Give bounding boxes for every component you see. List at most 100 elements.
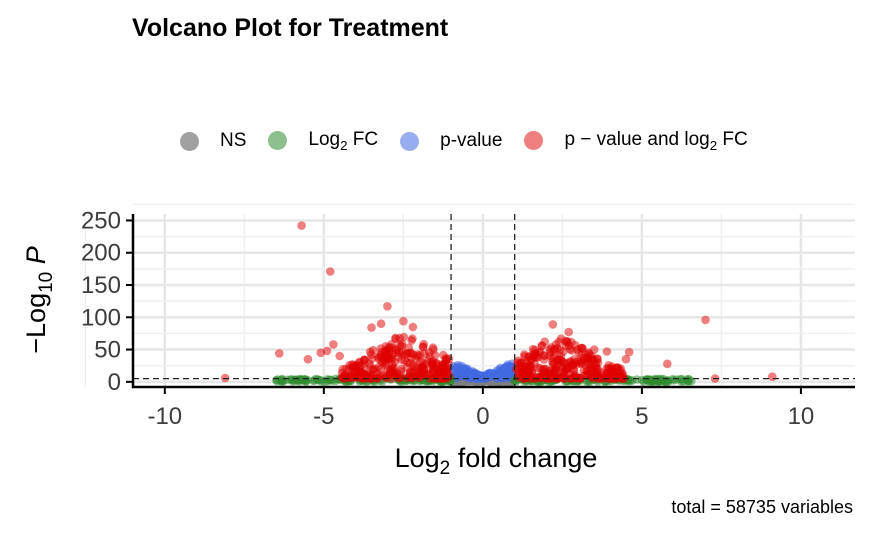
legend-dot-ns xyxy=(180,131,199,151)
x-tick-label: -10 xyxy=(147,403,182,430)
x-axis-title: Log2 fold change xyxy=(395,443,598,479)
data-point-both xyxy=(376,319,386,329)
data-point-both xyxy=(535,373,544,383)
data-point-both xyxy=(404,343,414,353)
data-point-both xyxy=(566,374,576,383)
y-tick-label: 0 xyxy=(108,369,121,396)
data-point-both xyxy=(528,344,538,354)
legend: NS Log2 FC p-value p − value and log2 FC xyxy=(180,128,770,154)
data-point-both xyxy=(391,334,400,344)
data-point-both xyxy=(567,360,576,370)
data-point-both xyxy=(550,346,560,356)
data-point-both xyxy=(416,372,425,382)
data-point-both xyxy=(527,366,537,376)
data-point-both xyxy=(539,364,548,374)
data-point-both xyxy=(417,364,427,373)
data-point-both xyxy=(398,350,408,360)
data-point-both xyxy=(768,372,777,382)
x-tick-label: -5 xyxy=(313,403,334,430)
legend-label-both: p − value and log2 FC xyxy=(564,129,748,153)
legend-dot-pvalue xyxy=(400,131,420,151)
data-points xyxy=(220,221,777,387)
data-point-both xyxy=(383,365,393,374)
data-point-both xyxy=(574,348,584,358)
data-point-both xyxy=(548,320,558,329)
data-point-both xyxy=(557,356,566,365)
data-point-both xyxy=(593,355,602,364)
data-point-both xyxy=(550,367,559,377)
data-point-both xyxy=(564,327,573,337)
data-point-both xyxy=(548,359,558,369)
x-tick-label: 5 xyxy=(635,403,648,430)
legend-label-ns: NS xyxy=(220,130,247,151)
legend-dot-both xyxy=(524,131,544,151)
data-point-both xyxy=(390,357,400,367)
legend-item-pvalue: p-value xyxy=(400,130,502,152)
data-point-both xyxy=(365,347,375,357)
data-point-both xyxy=(574,373,583,383)
data-point-fc xyxy=(644,377,653,386)
data-point-both xyxy=(529,352,538,362)
data-point-both xyxy=(607,364,617,374)
data-point-both xyxy=(384,347,394,356)
data-point-both xyxy=(663,359,672,369)
legend-label-log2fc: Log2 FC xyxy=(308,129,379,153)
data-point-both xyxy=(602,347,612,356)
data-point-both xyxy=(537,341,547,350)
data-point-both xyxy=(377,371,387,380)
data-point-both xyxy=(579,366,589,375)
data-point-both xyxy=(530,359,539,369)
data-point-both xyxy=(427,360,437,369)
data-point-both xyxy=(408,322,418,332)
legend-label-pvalue: p-value xyxy=(440,130,503,151)
data-point-both xyxy=(360,355,369,365)
legend-item-both: p − value and log2 FC xyxy=(524,129,748,153)
data-point-both xyxy=(605,374,614,383)
x-tick-label: 0 xyxy=(476,403,489,430)
legend-item-ns: NS xyxy=(180,130,246,152)
data-point-p xyxy=(504,367,514,377)
data-point-both xyxy=(545,373,555,383)
y-tick-label: 250 xyxy=(81,207,121,234)
data-point-both xyxy=(335,351,345,361)
data-point-both xyxy=(429,345,438,354)
data-point-both xyxy=(396,371,406,380)
x-tick-label: 10 xyxy=(788,403,815,430)
data-point-both xyxy=(618,370,628,379)
data-point-both xyxy=(701,315,710,325)
data-point-both xyxy=(439,350,448,360)
data-point-fc xyxy=(632,375,642,384)
data-point-fc xyxy=(320,377,329,386)
y-axis-title: −Log10 P xyxy=(21,246,57,353)
data-point-both xyxy=(399,316,408,326)
data-point-both xyxy=(420,349,429,359)
data-point-both xyxy=(397,339,407,349)
data-point-both xyxy=(383,302,392,311)
data-point-p xyxy=(503,360,512,369)
data-point-both xyxy=(514,373,523,382)
data-point-both xyxy=(329,340,338,349)
data-point-both xyxy=(413,350,422,359)
data-point-fc xyxy=(309,376,318,386)
data-point-both xyxy=(438,363,447,372)
data-point-both xyxy=(589,345,599,354)
y-tick-label: 50 xyxy=(94,337,121,364)
data-point-both xyxy=(297,221,306,230)
data-point-both xyxy=(423,369,433,379)
grid xyxy=(84,203,855,387)
data-point-both xyxy=(562,337,572,346)
legend-dot-log2fc xyxy=(268,131,288,151)
data-point-both xyxy=(407,336,416,345)
data-point-both xyxy=(303,354,313,364)
data-point-both xyxy=(624,347,634,357)
y-tick-label: 100 xyxy=(81,304,121,331)
legend-item-log2fc: Log2 FC xyxy=(268,129,378,153)
caption: total = 58735 variables xyxy=(671,497,853,517)
data-point-both xyxy=(316,348,326,358)
data-point-both xyxy=(419,342,428,352)
data-point-fc xyxy=(683,376,693,386)
data-point-both xyxy=(367,323,376,332)
y-tick-label: 200 xyxy=(81,240,121,267)
